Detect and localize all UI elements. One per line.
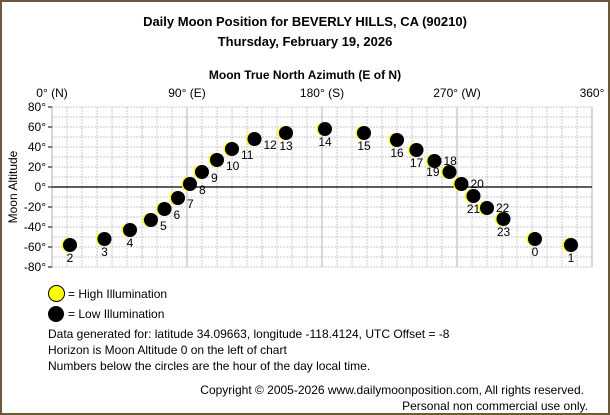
x-axis-label: Moon True North Azimuth (E of N) (208, 68, 402, 82)
plot-area: 0° (N) 90° (E) 180° (S) 270° (W) 360°80°60°4… (6, 86, 605, 274)
hour-label: 13 (279, 139, 293, 153)
moon-position-point (63, 238, 77, 252)
note-location: Data generated for: latitude 34.09663, l… (48, 327, 450, 341)
moon-position-point (466, 189, 481, 203)
hour-label: 9 (211, 171, 218, 185)
y-tick-label: 0° (35, 180, 47, 194)
moon-position-point (247, 132, 262, 146)
x-tick-label: 90° (E) (168, 86, 205, 100)
hour-label: 5 (160, 219, 167, 233)
hour-label: 10 (226, 159, 240, 173)
y-tick-label: 40° (28, 140, 46, 154)
low-illumination-legend-icon (48, 306, 64, 322)
moon-position-point (564, 238, 578, 252)
hour-label: 14 (318, 135, 332, 149)
x-tick-label: 180° (S) (300, 86, 344, 100)
hour-label: 11 (241, 148, 254, 162)
y-axis-label: Moon Altitude (6, 150, 20, 223)
hour-label: 12 (264, 138, 278, 152)
legend-low-label: = Low Illumination (68, 307, 165, 321)
legend-high-label: = High Illumination (68, 287, 168, 301)
hour-label: 17 (410, 156, 424, 170)
moon-position-point (210, 153, 224, 167)
moon-position-point (390, 133, 404, 147)
hour-label: 1 (568, 251, 575, 265)
hour-label: 8 (199, 183, 206, 197)
hour-label: 21 (467, 202, 481, 216)
note-hours: Numbers below the circles are the hour o… (48, 359, 371, 373)
note-horizon: Horizon is Moon Altitude 0 on the left o… (48, 343, 287, 357)
x-tick-label: 0° (N) (36, 86, 67, 100)
hour-label: 18 (444, 154, 458, 168)
moon-position-point (357, 126, 371, 140)
moon-position-point (279, 126, 293, 140)
y-tick-label: -20° (24, 200, 46, 214)
hour-label: 23 (497, 225, 511, 239)
y-tick-label: -40° (24, 220, 46, 234)
chart-subtitle: Thursday, February 19, 2026 (217, 34, 393, 49)
moon-position-point (171, 191, 185, 205)
moon-position-point (225, 142, 239, 156)
y-tick-label: -80° (24, 260, 46, 274)
y-tick-label: 80° (28, 100, 46, 114)
x-tick-label: 270° (W) (433, 86, 480, 100)
x-tick-label: 360° (580, 86, 605, 100)
hour-label: 3 (101, 245, 108, 259)
chart-title: Daily Moon Position for BEVERLY HILLS, C… (143, 14, 467, 29)
moon-position-point (409, 143, 424, 157)
moon-position-point (97, 232, 112, 246)
moon-position-point (183, 177, 197, 191)
y-tick-label: 60° (28, 120, 46, 134)
moon-position-point (496, 212, 511, 226)
moon-position-point (528, 232, 542, 246)
moon-position-point (123, 223, 137, 237)
moon-position-point (318, 122, 332, 136)
copyright: Copyright © 2005-2026 www.dailymoonposit… (200, 383, 584, 397)
hour-label: 6 (174, 208, 181, 222)
hour-label: 4 (127, 236, 134, 250)
moon-position-point (157, 202, 172, 216)
moon-position-point (454, 177, 469, 191)
moon-position-point (427, 154, 442, 168)
moon-position-point (195, 165, 209, 179)
moon-position-point (144, 213, 158, 227)
hour-label: 22 (496, 201, 510, 215)
y-tick-label: 20° (28, 160, 46, 174)
hour-label: 0 (532, 245, 539, 259)
hour-label: 7 (187, 197, 194, 211)
hour-label: 19 (426, 165, 440, 179)
hour-label: 16 (390, 146, 404, 160)
hour-label: 15 (357, 139, 371, 153)
moon-position-point (480, 201, 494, 215)
y-tick-label: -60° (24, 240, 46, 254)
hour-label: 2 (67, 251, 74, 265)
hour-label: 20 (471, 177, 485, 191)
usage-note: Personal non commercial use only. (402, 399, 588, 413)
high-illumination-legend-icon (48, 285, 65, 302)
moon-position-point (442, 165, 457, 179)
